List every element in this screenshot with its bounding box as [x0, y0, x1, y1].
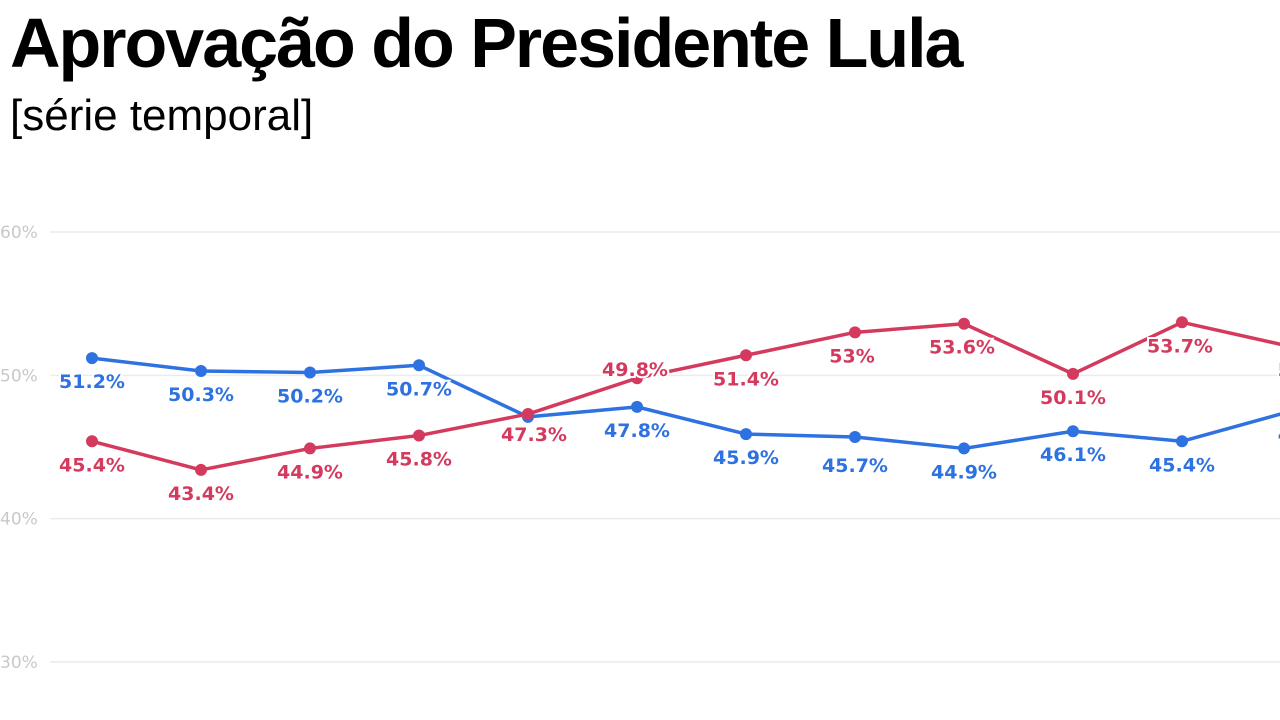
blue-data-point [1176, 435, 1188, 448]
blue-data-point [958, 442, 970, 455]
red-data-point [1067, 367, 1079, 380]
blue-data-label: 45.9% [713, 447, 779, 469]
blue-data-point [195, 365, 207, 378]
label-layer: 51.2% 50.3% 50.2% 50.7% 47.8% 45.9% 45.7% 44.9%… [57, 333, 1280, 507]
chart-title: Aprovação do Presidente Lula [10, 4, 963, 82]
red-data-label: 45.4% [59, 454, 125, 476]
red-data-label: 49.8% [602, 359, 668, 381]
red-data-label: 53% [829, 345, 874, 367]
red-data-point [86, 435, 98, 448]
blue-data-point [849, 430, 861, 443]
red-data-label: 45.8% [386, 449, 452, 471]
red-series-line [90, 320, 1280, 472]
red-data-point [631, 372, 643, 385]
red-data-label: 47.3% [501, 424, 567, 446]
red-data-point [195, 463, 207, 476]
blue-data-label: 45.4% [1149, 454, 1215, 476]
blue-data-label: 50.2% [277, 385, 343, 407]
blue-data-label: 45.7% [822, 455, 888, 477]
blue-data-label: 44.9% [931, 461, 997, 483]
blue-data-point [413, 359, 425, 372]
series-layer [86, 316, 1280, 476]
blue-data-point [304, 366, 316, 379]
red-data-label: 51.4% [713, 368, 779, 390]
red-data-point [304, 442, 316, 455]
blue-data-point [631, 400, 643, 413]
red-data-label: 51 [1278, 360, 1280, 382]
red-data-point [958, 317, 970, 330]
red-data-label: 50.1% [1040, 387, 1106, 409]
y-tick-label: 40% [0, 510, 38, 530]
red-data-label: 53.7% [1147, 335, 1213, 357]
y-tick-label: 30% [0, 653, 38, 673]
blue-data-label: 46.1% [1040, 444, 1106, 466]
blue-data-label: 50.3% [168, 384, 234, 406]
blue-series-line [90, 356, 1280, 451]
red-data-point [522, 408, 534, 421]
chart-subtitle: [série temporal] [10, 91, 314, 140]
blue-data-label: 50.7% [386, 378, 452, 400]
red-data-point [849, 326, 861, 339]
y-tick-label: 60% [0, 223, 38, 243]
blue-data-label: 51.2% [59, 371, 125, 393]
grid-layer: 60% 50% 40% 30% [0, 223, 1280, 673]
blue-data-point [86, 352, 98, 365]
blue-data-point [740, 428, 752, 441]
red-data-point [413, 429, 425, 442]
blue-data-label: 47 [1278, 424, 1280, 446]
red-data-label: 43.4% [168, 483, 234, 505]
blue-data-point [1067, 425, 1079, 438]
red-data-point [1176, 316, 1188, 329]
red-data-label: 44.9% [277, 461, 343, 483]
y-tick-label: 50% [0, 366, 38, 386]
blue-data-label: 47.8% [604, 420, 670, 442]
red-data-point [740, 349, 752, 362]
red-data-label: 53.6% [929, 337, 995, 359]
